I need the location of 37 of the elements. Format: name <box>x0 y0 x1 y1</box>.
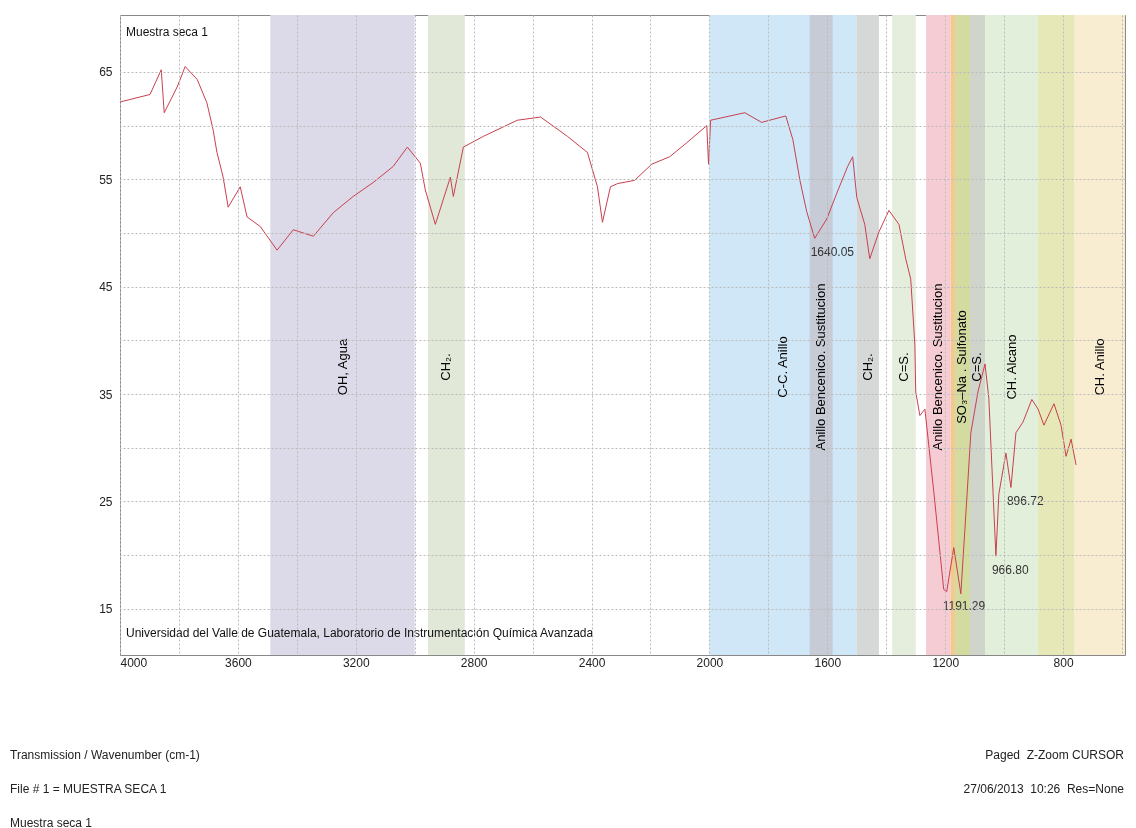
x-tick-label: 2800 <box>460 655 488 670</box>
band-label: OH, Agua <box>334 338 350 396</box>
band-label: CH. Anillo <box>1091 338 1107 396</box>
y-tick-label: 45 <box>99 280 113 295</box>
line-series <box>119 66 1077 595</box>
x-tick-label: 2000 <box>696 655 724 670</box>
text: Transmission / Wavenumber (cm-1) <box>10 748 200 762</box>
band-label: Anillo Bencenico. Sustitucion <box>813 283 829 451</box>
band-label: CH₂. <box>859 353 875 381</box>
x-tick-label: 3600 <box>225 655 253 670</box>
text: File # 1 = MUESTRA SECA 1 <box>10 782 167 796</box>
x-tick-label: 1600 <box>814 655 842 670</box>
x-tick-label: 1200 <box>932 655 960 670</box>
x-tick-label: 3200 <box>342 655 370 670</box>
annotation: 896.72 <box>1006 494 1044 509</box>
band-label: SO₃–Na . Sulfonato <box>954 310 970 424</box>
band-label: C=S. <box>969 352 985 382</box>
text: Paged Z-Zoom CURSOR <box>985 748 1124 762</box>
y-tick-label: 65 <box>99 65 113 80</box>
y-tick-label: 25 <box>99 494 113 509</box>
text: 27/06/2013 10:26 Res=None <box>963 782 1124 796</box>
annotation: 1640.05 <box>810 245 855 260</box>
x-tick-label: 2400 <box>578 655 606 670</box>
band-label: CH₂. <box>438 353 454 381</box>
band-label: Anillo Bencenico. Sustitucion <box>930 283 946 451</box>
y-tick-label: 15 <box>99 602 113 617</box>
band-label: C-C. Anillo <box>775 336 791 398</box>
y-tick-label: 35 <box>99 387 113 402</box>
text: Muestra seca 1 <box>10 816 93 828</box>
text: Muestra seca 1 <box>126 25 209 39</box>
band-label: C=S. <box>895 352 911 382</box>
annotation: Universidad del Valle de Guatemala, Laboratorio de Instrumentación Química Avanzada <box>126 626 594 640</box>
annotation: 966.80 <box>991 563 1029 578</box>
x-tick-label: 800 <box>1053 655 1074 670</box>
band-label: CH. Alcano <box>1003 334 1019 400</box>
x-tick-label: 4000 <box>120 655 148 670</box>
y-tick-label: 55 <box>99 172 113 187</box>
